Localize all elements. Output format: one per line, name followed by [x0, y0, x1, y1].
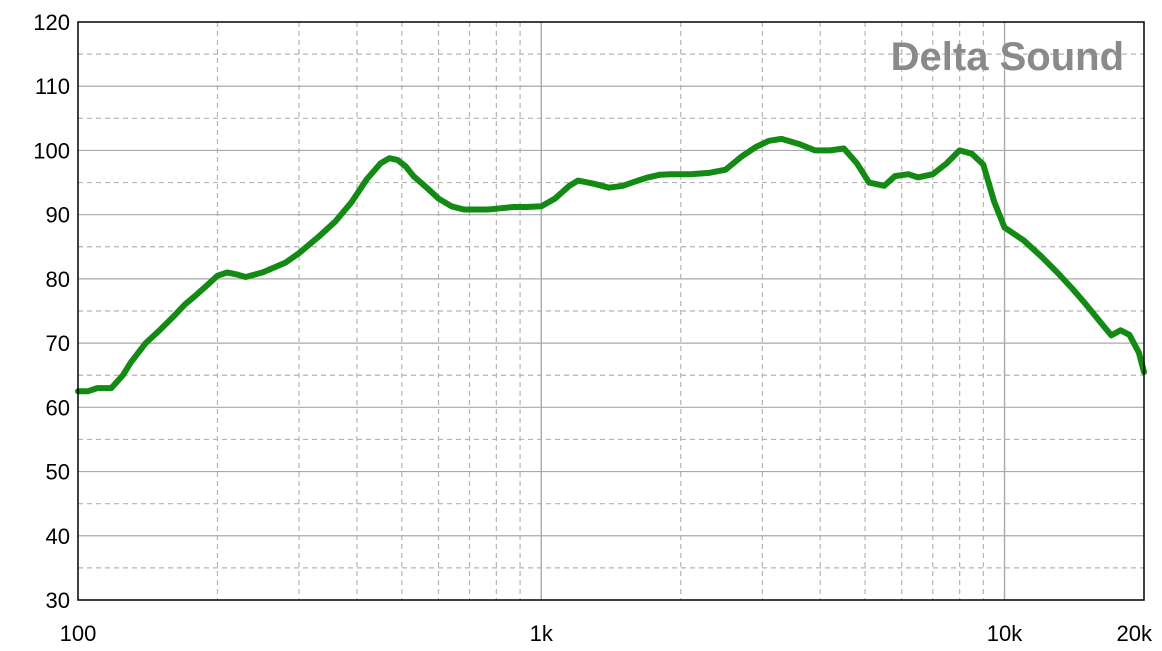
y-tick-label: 60	[46, 395, 70, 420]
y-tick-label: 90	[46, 203, 70, 228]
y-tick-label: 70	[46, 331, 70, 356]
x-tick-label: 1k	[530, 621, 554, 646]
x-axis-ticks: 100 1k 10k 20k	[60, 621, 1153, 646]
minor-grid	[78, 22, 1144, 600]
major-grid	[78, 22, 1144, 600]
y-tick-label: 50	[46, 460, 70, 485]
x-tick-label: 20k	[1117, 621, 1153, 646]
y-tick-label: 30	[46, 588, 70, 613]
y-tick-label: 110	[35, 74, 70, 99]
x-tick-label: 10k	[987, 621, 1023, 646]
y-axis-ticks: 30 40 50 60 70 80 90 100 110 120	[33, 10, 70, 613]
plot-frame	[77, 21, 1145, 601]
y-tick-label: 80	[46, 267, 70, 292]
series-line	[75, 135, 1147, 395]
y-tick-label: 40	[46, 524, 70, 549]
x-tick-label: 100	[60, 621, 97, 646]
y-tick-label: 100	[33, 138, 70, 163]
watermark-text: Delta Sound	[891, 35, 1124, 79]
y-tick-label: 120	[33, 10, 70, 35]
series-layer	[75, 135, 1147, 395]
